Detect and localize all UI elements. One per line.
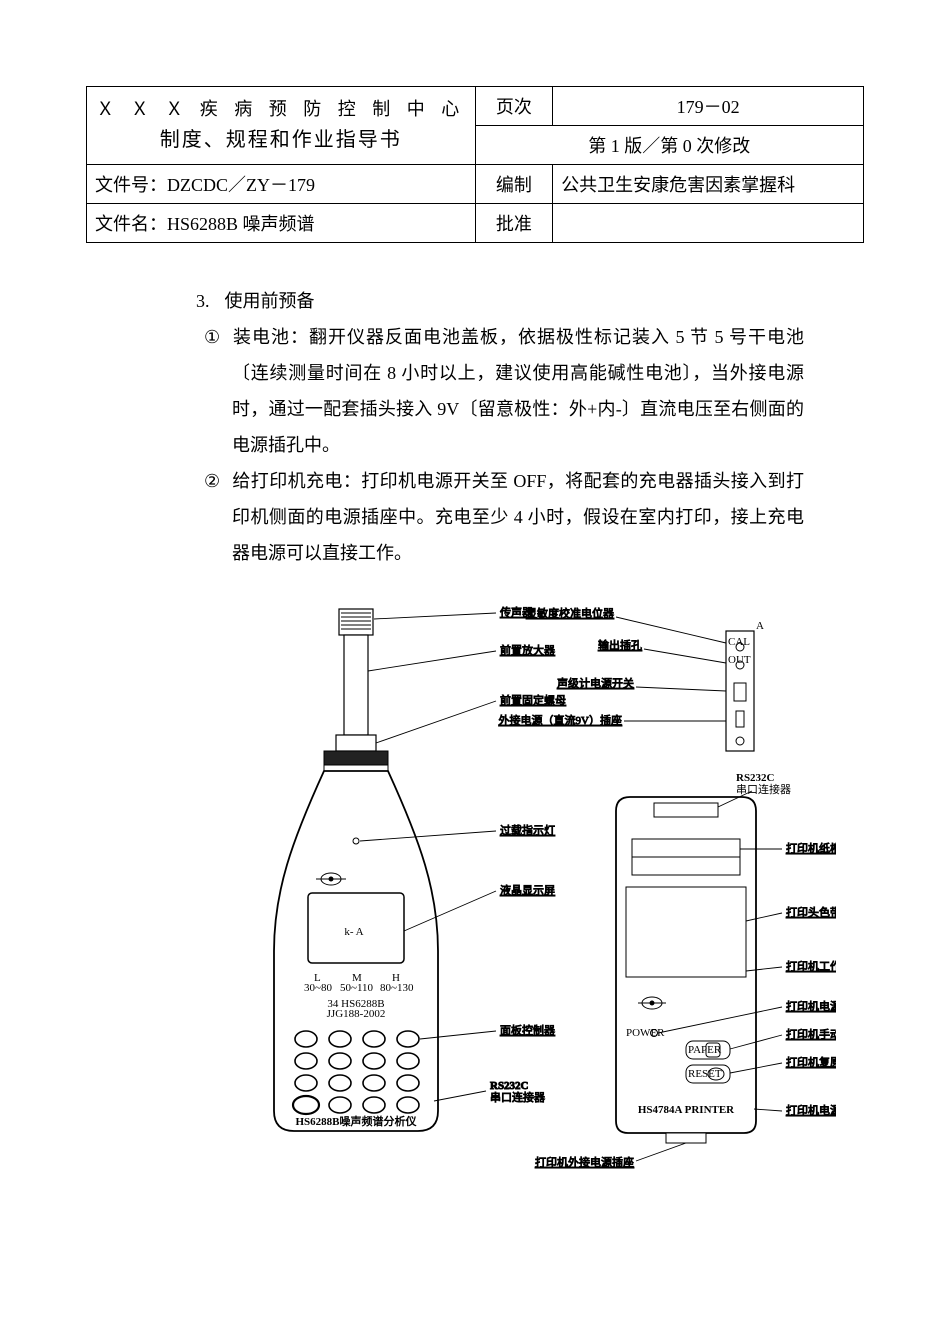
label-output: 输出插孔 bbox=[598, 638, 642, 652]
hatched-band bbox=[324, 751, 388, 771]
label-overload: 过载指示灯 bbox=[500, 823, 555, 837]
meter-model-text: HS6288B噪声频谱分析仪 bbox=[295, 1114, 417, 1128]
label-reset-btn: 打印机复原按键 bbox=[786, 1055, 836, 1069]
item-2: ②给打印机充电：打印机电源开关至 OFF，将配套的充电器插头接入到打印机侧面的电… bbox=[232, 463, 804, 571]
document-header-table: Ｘ Ｘ Ｘ 疾 病 预 防 控 制 中 心 制度、规程和作业指导书 页次 179… bbox=[86, 86, 864, 243]
scale-h-range: 80~130 bbox=[380, 982, 414, 994]
overload-led-icon bbox=[353, 838, 359, 844]
doc-type: 制度、规程和作业指导书 bbox=[95, 124, 467, 156]
label-rs232-right-1: RS232C bbox=[736, 772, 775, 784]
printer-model-text: HS4784A PRINTER bbox=[638, 1104, 735, 1116]
side-a: A bbox=[756, 620, 764, 632]
preamp-tube bbox=[344, 635, 368, 735]
file-no-value: DZCDC／ZY－179 bbox=[167, 175, 315, 195]
label-cal: 灵敏度校准电位器 bbox=[526, 606, 614, 620]
file-name-value: HS6288B 噪声频谱 bbox=[167, 214, 315, 234]
version-text: 第 1 版／第 0 次修改 bbox=[475, 126, 864, 165]
label-paper-slot: 打印机纸槽位 bbox=[786, 841, 836, 855]
label-rs232-right-2: 串口连接器 bbox=[736, 783, 791, 796]
rs232-port-icon bbox=[654, 803, 718, 817]
label-fixing: 前置固定螺母 bbox=[500, 693, 566, 707]
file-no-label: 文件号： bbox=[95, 175, 167, 195]
file-no-cell: 文件号：DZCDC／ZY－179 bbox=[87, 165, 476, 204]
fixing-nut bbox=[336, 735, 376, 751]
side-out: OUT bbox=[728, 654, 751, 666]
page-label: 页次 bbox=[475, 87, 553, 126]
label-ext-ps: 打印机外接电源插座 bbox=[535, 1155, 634, 1169]
file-name-cell: 文件名：HS6288B 噪声频谱 bbox=[87, 204, 476, 243]
section-title: 使用前预备 bbox=[225, 291, 315, 311]
meter-subtext2: JJG188-2002 bbox=[327, 1008, 386, 1020]
device-diagram-svg: k- A L 30~80 M 50~110 H 80~130 34 HS6288… bbox=[196, 591, 836, 1171]
print-head-cover bbox=[626, 887, 746, 977]
lcd-text: k- A bbox=[344, 926, 363, 938]
approve-label: 批准 bbox=[475, 204, 553, 243]
org-title-cell: Ｘ Ｘ Ｘ 疾 病 预 防 控 制 中 心 制度、规程和作业指导书 bbox=[87, 87, 476, 165]
leader-lines-side: 灵敏度校准电位器 输出插孔 声级计电源开关 外接电源（直流9V）插座 bbox=[499, 606, 726, 727]
paper-btn-text: PAPER bbox=[688, 1044, 722, 1056]
section-number: 3. bbox=[196, 283, 220, 319]
side-cal: CAL bbox=[728, 636, 750, 648]
printer-bottom-port bbox=[666, 1133, 706, 1143]
reset-button: RESET bbox=[686, 1065, 730, 1083]
page-root: Ｘ Ｘ Ｘ 疾 病 预 防 控 制 中 心 制度、规程和作业指导书 页次 179… bbox=[0, 0, 950, 1344]
scale-m-range: 50~110 bbox=[340, 982, 374, 994]
body-content: 3. 使用前预备 ①装电池：翻开仪器反面电池盖板，依据极性标记装入 5 节 5 … bbox=[86, 243, 864, 1183]
label-head-cover: 打印头色带更换保护盖 bbox=[786, 905, 836, 919]
label-rs232-left-1: RS232C bbox=[490, 1080, 529, 1092]
label-paper-feed: 打印机手动走纸键 bbox=[786, 1027, 836, 1041]
approve-value bbox=[553, 204, 864, 243]
item-1-label: ① bbox=[204, 319, 232, 355]
scale-l-range: 30~80 bbox=[304, 982, 332, 994]
label-work-mode: 打印机工作方式显示 bbox=[786, 959, 836, 973]
label-power-led: 打印机电源指示灯 bbox=[786, 999, 836, 1013]
page-value: 179－02 bbox=[553, 87, 864, 126]
label-ext-power: 外接电源（直流9V）插座 bbox=[499, 713, 622, 727]
label-preamp: 前置放大器 bbox=[500, 643, 555, 657]
compile-label: 编制 bbox=[475, 165, 553, 204]
item-2-text: 给打印机充电：打印机电源开关至 OFF，将配套的充电器插头接入到打印机侧面的电源… bbox=[232, 471, 804, 563]
org-title: Ｘ Ｘ Ｘ 疾 病 预 防 控 制 中 心 bbox=[95, 95, 467, 124]
label-power-sw: 声级计电源开关 bbox=[557, 676, 634, 690]
microphone-icon bbox=[339, 609, 373, 635]
label-printer-sw: 打印机电源开关 bbox=[786, 1103, 836, 1117]
device-figure: k- A L 30~80 M 50~110 H 80~130 34 HS6288… bbox=[196, 591, 804, 1183]
section-heading: 3. 使用前预备 bbox=[196, 283, 804, 319]
label-lcd: 液晶显示屏 bbox=[500, 883, 555, 897]
file-name-label: 文件名： bbox=[95, 214, 167, 234]
reset-btn-text: RESET bbox=[688, 1068, 722, 1080]
item-1: ①装电池：翻开仪器反面电池盖板，依据极性标记装入 5 节 5 号干电池〔连续测量… bbox=[232, 319, 804, 463]
paper-button: PAPER bbox=[686, 1041, 730, 1059]
item-1-text: 装电池：翻开仪器反面电池盖板，依据极性标记装入 5 节 5 号干电池〔连续测量时… bbox=[232, 327, 804, 455]
label-rs232-left-2: 串口连接器 bbox=[490, 1091, 545, 1104]
side-panel-icon: A CAL OUT bbox=[726, 620, 764, 751]
item-2-label: ② bbox=[204, 463, 232, 499]
label-panel: 面板控制器 bbox=[500, 1023, 555, 1037]
compile-value: 公共卫生安康危害因素掌握科 bbox=[553, 165, 864, 204]
